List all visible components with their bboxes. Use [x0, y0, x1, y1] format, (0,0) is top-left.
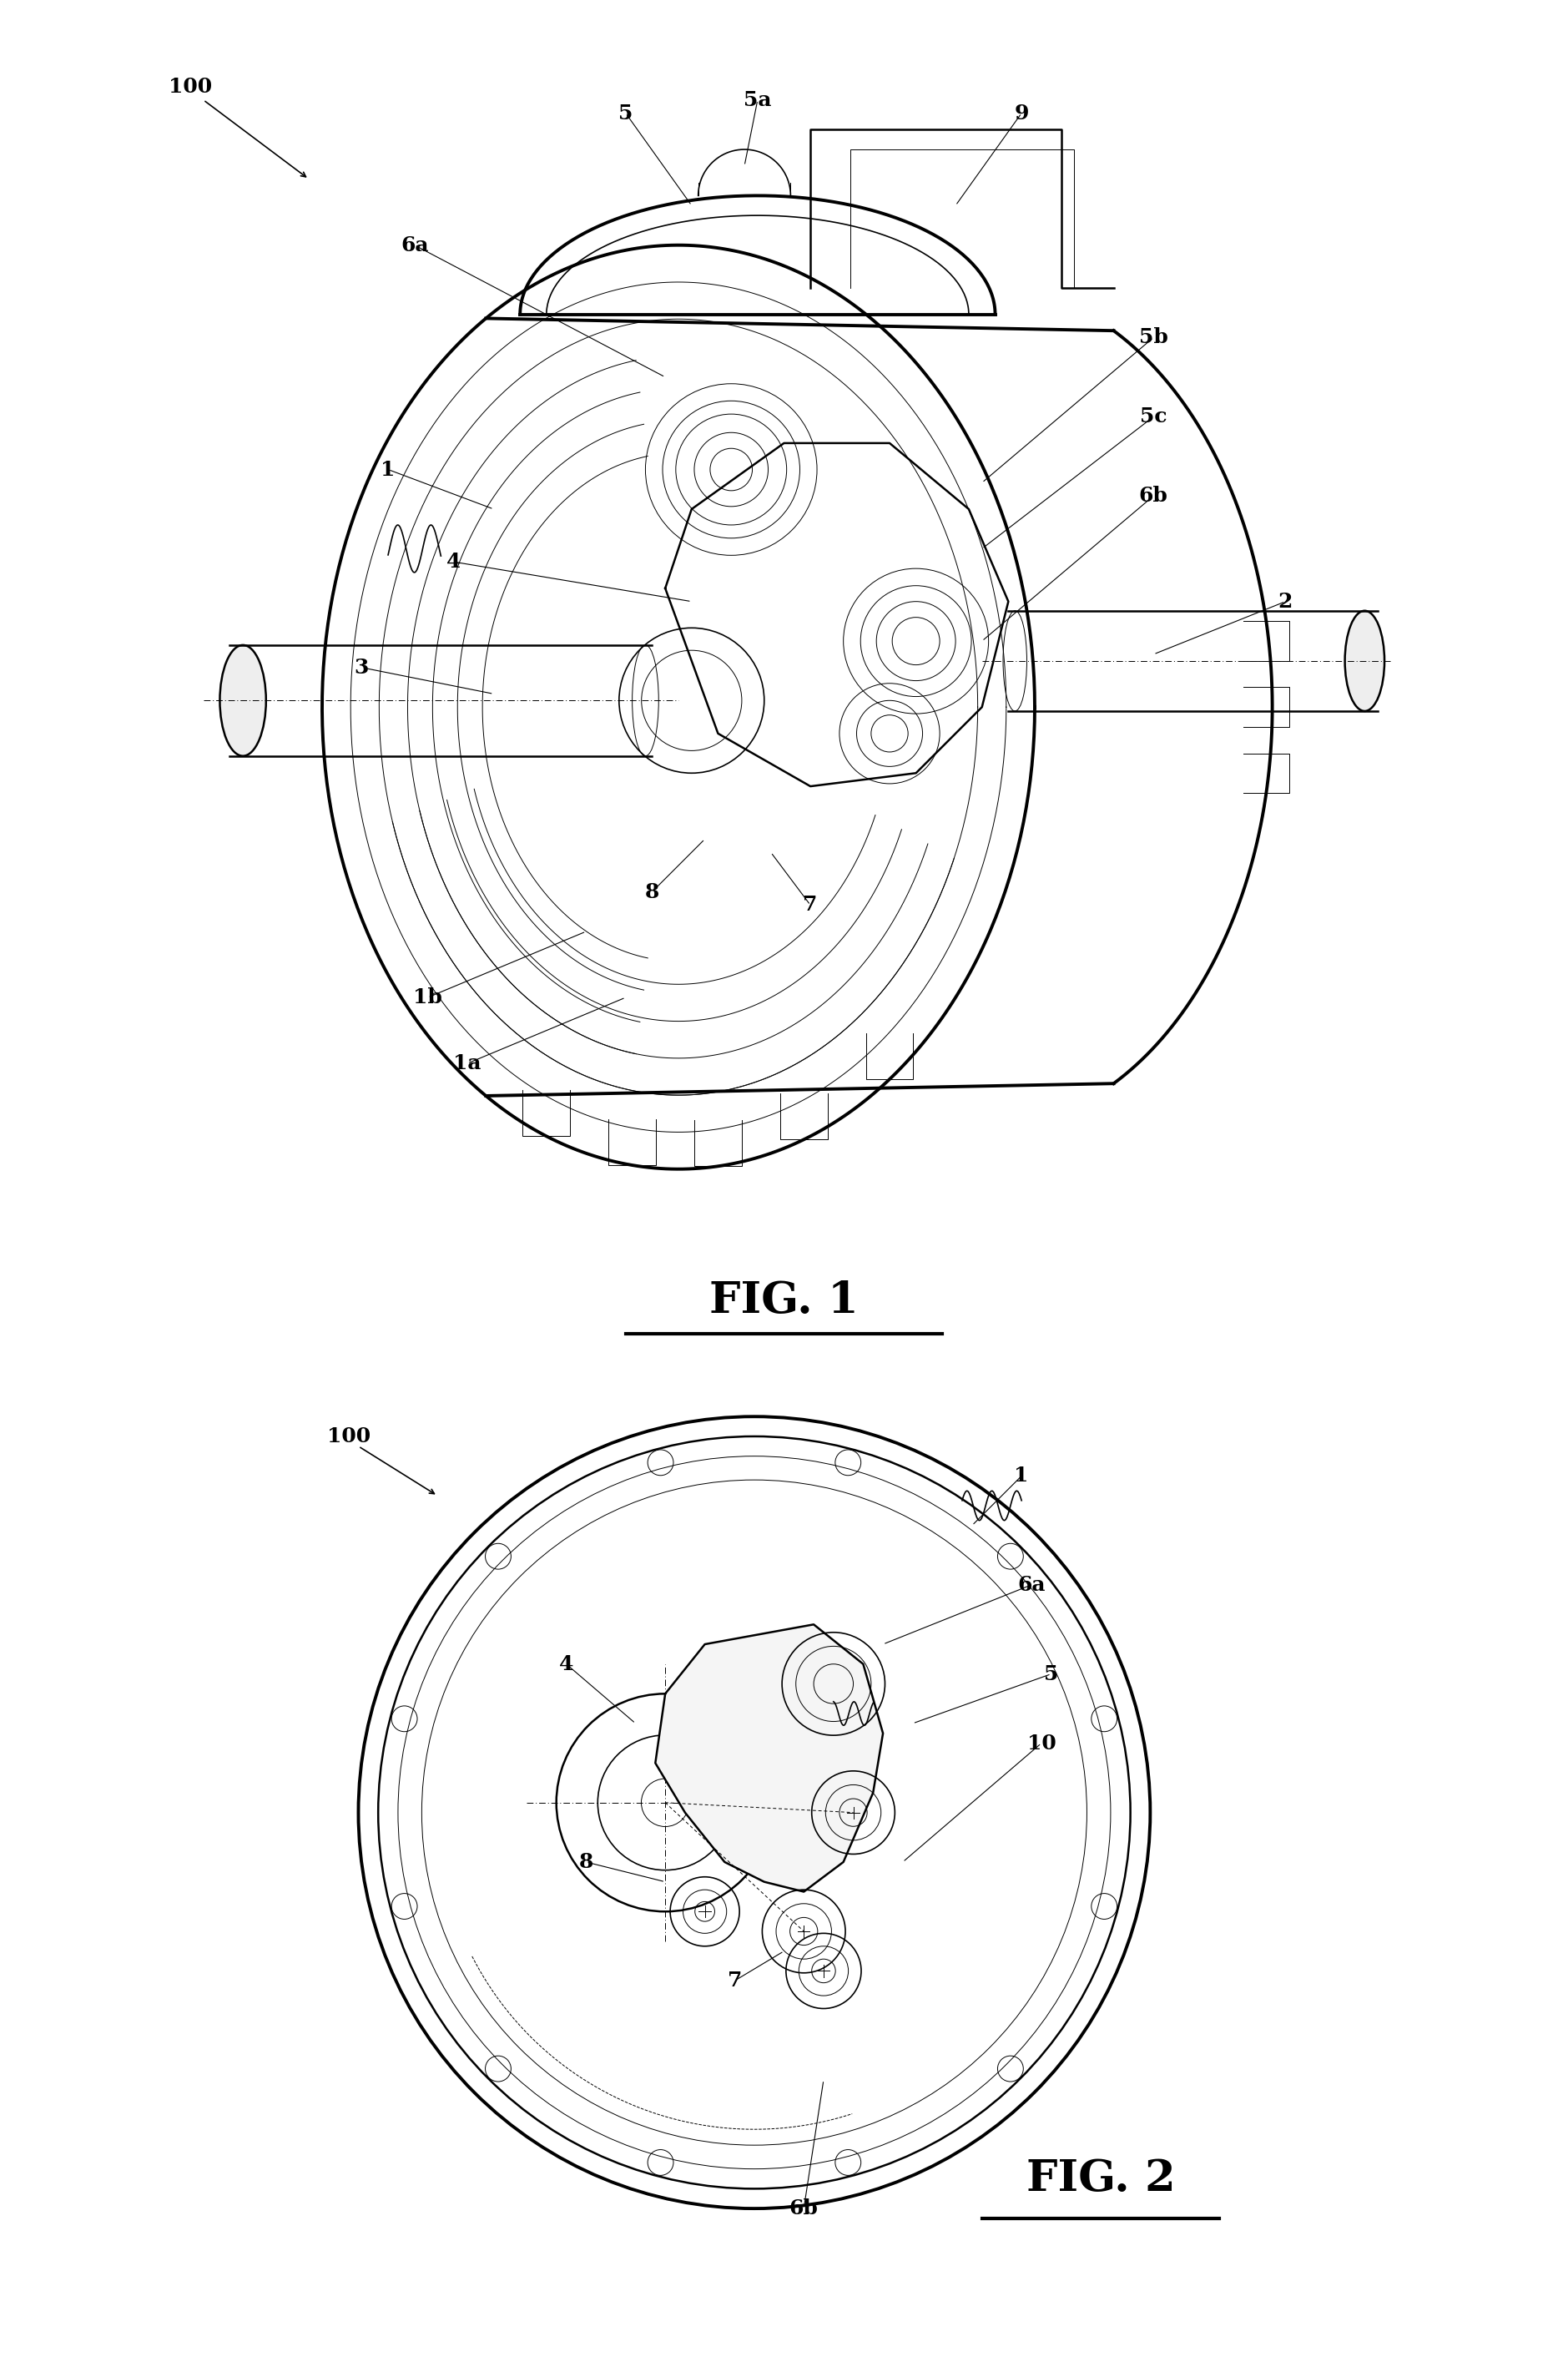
Text: 6a: 6a: [400, 236, 428, 255]
Text: 1: 1: [1014, 1466, 1029, 1485]
Text: FIG. 2: FIG. 2: [1025, 2157, 1176, 2199]
Text: 3: 3: [354, 658, 368, 676]
Text: 1a: 1a: [453, 1054, 481, 1072]
Text: 10: 10: [1027, 1732, 1055, 1754]
Text: 2: 2: [1278, 592, 1292, 610]
Text: 5: 5: [1044, 1664, 1058, 1683]
Text: 1: 1: [381, 460, 395, 478]
Text: 100: 100: [326, 1426, 370, 1447]
Text: 100: 100: [168, 78, 212, 97]
Text: 7: 7: [728, 1970, 742, 1992]
Text: FIG. 1: FIG. 1: [709, 1280, 859, 1322]
Text: 1b: 1b: [412, 988, 442, 1006]
Ellipse shape: [1345, 610, 1385, 712]
Text: 6a: 6a: [1018, 1574, 1046, 1596]
Text: 4: 4: [560, 1655, 574, 1673]
Ellipse shape: [220, 646, 267, 757]
Text: 5: 5: [618, 104, 633, 123]
Text: 6b: 6b: [1138, 486, 1168, 507]
Text: 9: 9: [1014, 104, 1029, 123]
Text: 7: 7: [803, 896, 817, 915]
Text: 5c: 5c: [1140, 408, 1167, 427]
Text: 4: 4: [447, 552, 461, 573]
Text: 5a: 5a: [743, 90, 771, 111]
Text: 8: 8: [644, 882, 659, 903]
Text: 6b: 6b: [789, 2199, 818, 2218]
Polygon shape: [655, 1624, 883, 1893]
Text: 5b: 5b: [1138, 328, 1168, 346]
Text: 8: 8: [579, 1853, 593, 1871]
